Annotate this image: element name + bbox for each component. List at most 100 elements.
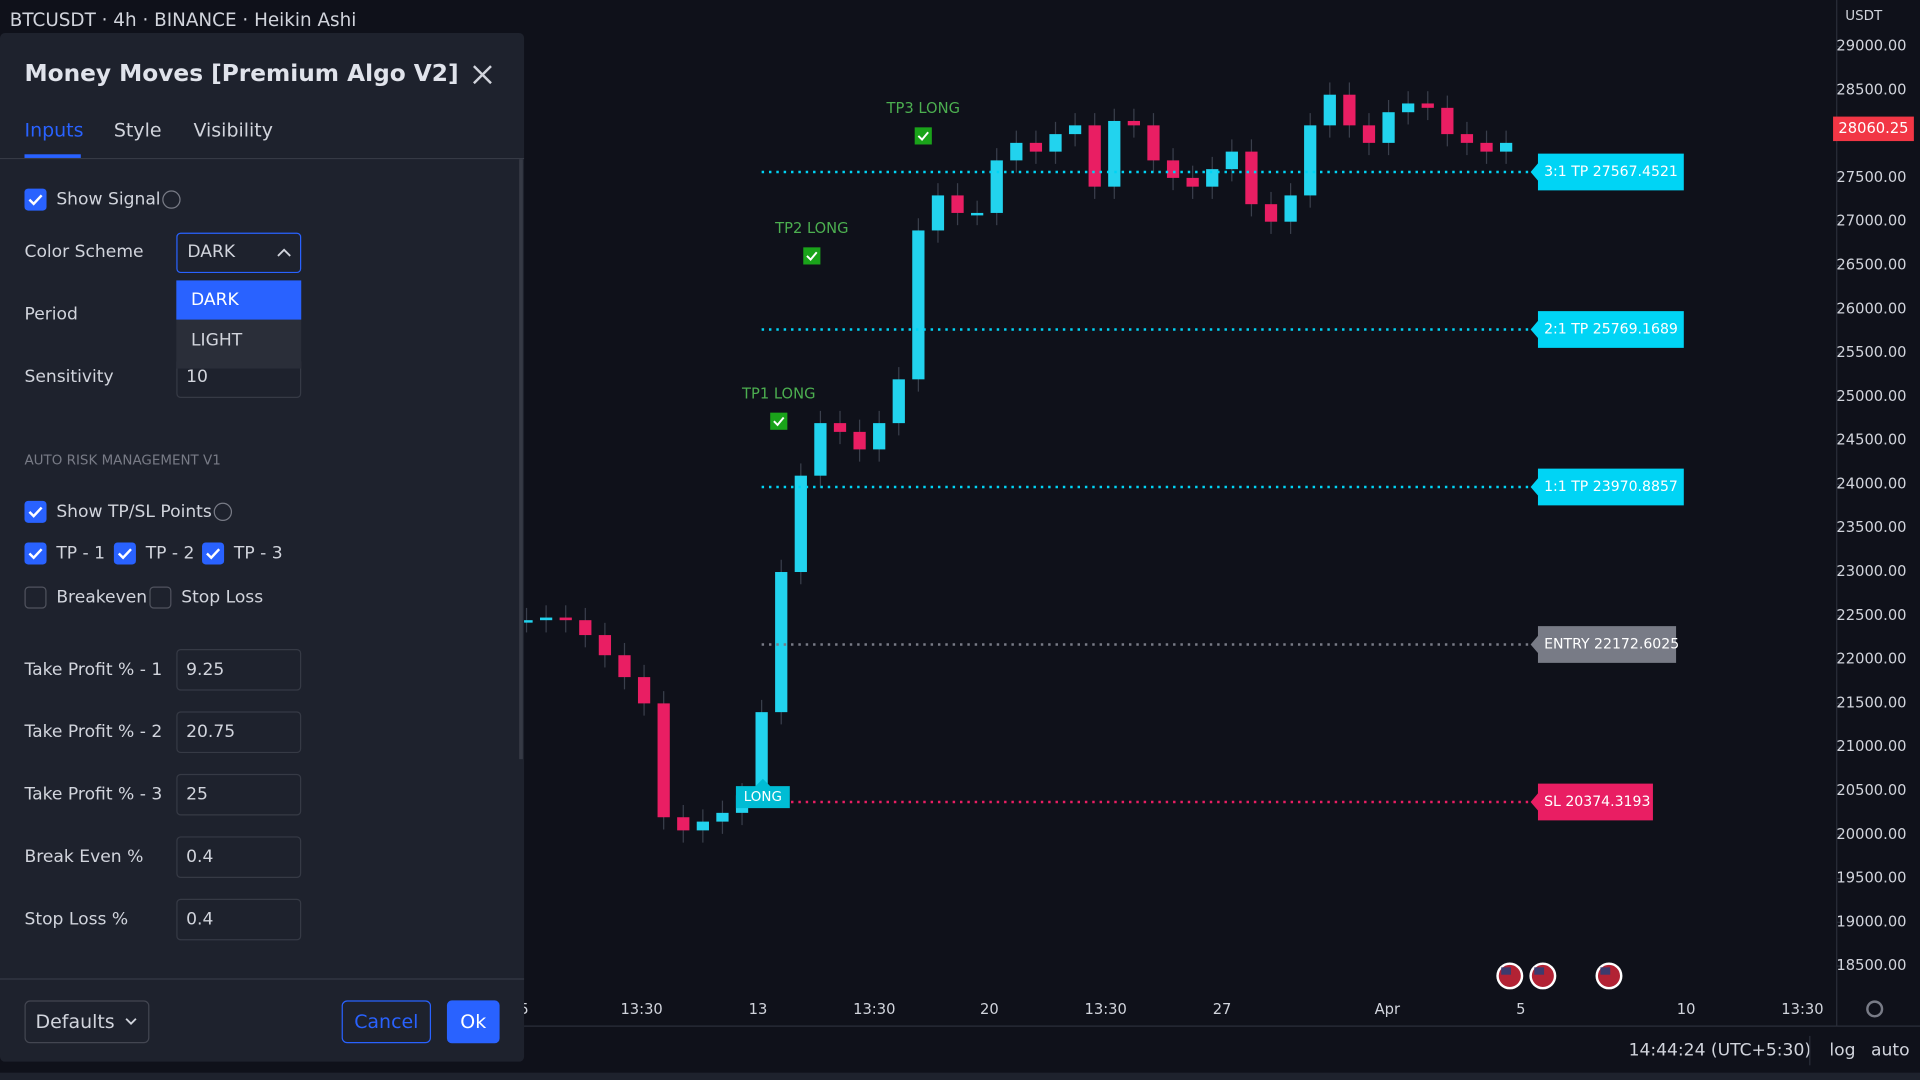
x-tick-label: Apr <box>1375 1001 1401 1018</box>
y-tick-label: 24000.00 <box>1836 475 1906 492</box>
dropdown-option[interactable]: LIGHT <box>191 330 243 350</box>
input-value: 10 <box>186 367 208 387</box>
checkbox[interactable] <box>24 586 47 609</box>
select[interactable] <box>176 232 302 274</box>
candle <box>637 677 651 704</box>
candle <box>1500 142 1513 152</box>
input[interactable] <box>176 648 302 691</box>
y-tick-label: 26500.00 <box>1836 256 1906 273</box>
auto-toggle[interactable]: auto <box>1871 1041 1910 1061</box>
last-price: 28060.25 <box>1838 120 1908 137</box>
level-tag <box>1530 311 1684 348</box>
log-toggle[interactable]: log <box>1829 1041 1855 1061</box>
x-tick-label: 5 <box>519 1001 528 1018</box>
event-flag-canton <box>1534 967 1545 975</box>
ok-button[interactable] <box>446 1000 500 1044</box>
x-tick-label: 13:30 <box>620 1001 662 1018</box>
signal-label: TP2 LONG <box>774 220 848 237</box>
candle <box>912 230 925 380</box>
candle <box>1147 125 1160 161</box>
input[interactable] <box>176 898 302 941</box>
tab[interactable]: Style <box>114 120 162 142</box>
y-tick-label: 26000.00 <box>1836 300 1906 317</box>
price-tag <box>1833 116 1914 142</box>
y-tick-label: 24500.00 <box>1836 432 1906 449</box>
field-label: Stop Loss % <box>24 910 128 930</box>
select-value: DARK <box>187 242 235 262</box>
checkbox[interactable] <box>149 586 172 609</box>
button-label: Defaults <box>36 1011 115 1033</box>
x-tick-label: 27 <box>1213 1001 1232 1018</box>
signal-label: TP1 LONG <box>741 385 815 402</box>
checkbox-label: Show TP/SL Points <box>56 502 212 522</box>
level-label: ENTRY 22172.6025 <box>1544 636 1679 652</box>
y-tick-label: 25000.00 <box>1836 388 1906 405</box>
candle <box>677 817 690 831</box>
candle <box>1108 120 1121 187</box>
dropdown-selected <box>176 280 302 320</box>
tab-indicator <box>24 154 81 158</box>
candle <box>814 423 827 476</box>
input[interactable] <box>176 711 302 754</box>
field-label: Take Profit % - 2 <box>23 722 162 742</box>
x-tick-label: 10 <box>1677 1001 1696 1018</box>
candle <box>716 812 729 822</box>
y-tick-label: 19500.00 <box>1836 870 1906 887</box>
tab[interactable]: Inputs <box>24 120 83 142</box>
button-label: Cancel <box>354 1011 418 1033</box>
y-tick-label: 21500.00 <box>1836 694 1906 711</box>
check-icon <box>117 548 132 560</box>
candle <box>1421 103 1434 108</box>
checkbox[interactable] <box>113 542 136 565</box>
candle <box>1264 204 1278 222</box>
checkbox-label: TP - 3 <box>233 543 283 563</box>
y-tick-label: 29000.00 <box>1836 38 1906 55</box>
candle <box>657 703 670 818</box>
candle <box>853 431 866 450</box>
x-tick-label: 13:30 <box>1085 1001 1127 1018</box>
symbol: BTCUSDT · 4h · BINANCE · Heikin Ashi <box>10 10 357 31</box>
candle <box>833 423 847 432</box>
input-value: 0.4 <box>186 847 213 867</box>
close-button[interactable] <box>473 65 492 85</box>
field-label: Period <box>24 305 77 325</box>
y-tick-label: 22500.00 <box>1836 607 1906 624</box>
candle <box>559 617 572 621</box>
checkbox[interactable] <box>24 188 47 211</box>
candle <box>1166 160 1180 178</box>
settings-icon[interactable] <box>1866 1000 1884 1018</box>
candle <box>1049 134 1062 152</box>
check-icon <box>917 131 929 142</box>
dropdown-option[interactable]: DARK <box>191 290 239 310</box>
dialog <box>0 33 525 1062</box>
level-tag <box>1530 468 1684 506</box>
currency: USDT <box>1845 9 1883 24</box>
candle <box>1206 169 1219 187</box>
candle <box>598 635 612 656</box>
y-tick-label: 22000.00 <box>1836 651 1906 668</box>
candle <box>1460 134 1474 143</box>
checkbox[interactable] <box>202 542 225 565</box>
info-icon <box>162 190 181 209</box>
candle <box>794 475 807 573</box>
y-tick-label: 19000.00 <box>1836 913 1906 930</box>
candle <box>892 379 905 424</box>
level-tag <box>1530 626 1677 663</box>
tab[interactable]: Visibility <box>193 120 273 142</box>
checkbox[interactable] <box>24 542 47 565</box>
level-label: SL 20374.3193 <box>1544 794 1650 810</box>
section-title: AUTO RISK MANAGEMENT V1 <box>24 453 220 468</box>
checkbox[interactable] <box>24 500 47 523</box>
candle <box>1304 125 1317 196</box>
candle <box>755 712 768 796</box>
y-tick-label: 18500.00 <box>1836 957 1906 974</box>
input[interactable] <box>176 773 302 816</box>
candle <box>1402 103 1415 113</box>
defaults-button[interactable] <box>24 1000 150 1044</box>
x-tick-label: 20 <box>980 1001 999 1018</box>
y-tick-label: 27000.00 <box>1836 213 1906 230</box>
candle <box>1186 177 1199 187</box>
checkbox-label: Show Signal <box>56 190 160 210</box>
cancel-button[interactable] <box>341 1000 432 1044</box>
input[interactable] <box>176 836 302 878</box>
